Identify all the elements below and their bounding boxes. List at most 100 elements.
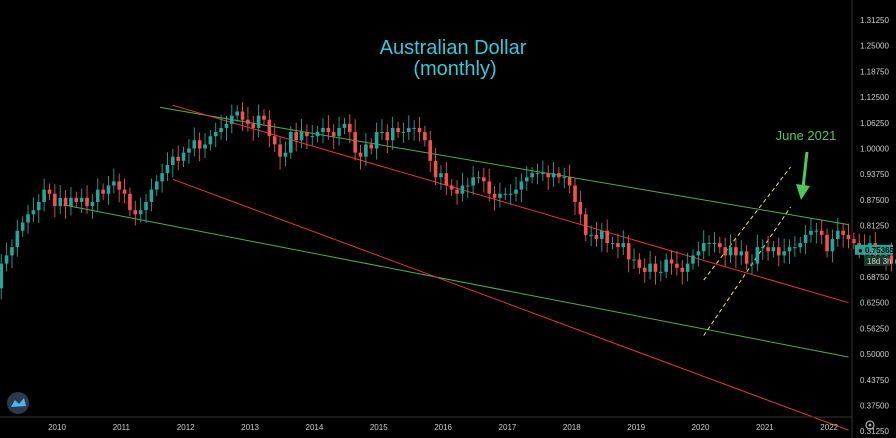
candle-body [465,185,470,187]
tradingview-logo-icon[interactable] [7,392,29,414]
y-tick-label: 1.25000 [860,42,889,51]
candle-body [524,177,529,182]
candle-body [519,181,524,190]
candle-body [337,127,341,137]
candle-body [460,185,465,194]
candle-body [74,197,79,202]
candle-body [262,115,266,120]
candle-body [230,115,234,124]
time-axis[interactable]: 2010 2011 2012 2013 2014 2015 2016 2017 2018 2019… [0,416,852,432]
candle-body [117,181,122,190]
candle-body [809,230,813,235]
candle-body [165,164,170,174]
x-tick-label: 2016 [434,423,452,432]
candle-body [428,140,433,161]
candle-body [530,173,534,178]
candle-body [669,259,674,264]
candle-body [299,132,304,141]
y-tick-label: 0.93750 [860,170,889,179]
candle-body [305,132,309,137]
candle-body [171,156,175,165]
candle-body [498,193,502,198]
candle-body [353,132,357,153]
candle-body [444,173,449,186]
countdown-label: 18d 3h [867,257,891,266]
candle-body [659,271,663,273]
candle-body [208,136,213,145]
candle-body [192,140,197,149]
candle-body [610,243,615,245]
candle-body [213,132,218,137]
settings-gear-icon[interactable] [865,420,875,430]
candle-body [825,234,829,252]
countdown-badge [864,255,890,266]
candle-body [508,193,513,195]
candle-body [482,177,486,182]
candle-body [235,111,239,116]
y-tick-label: 0.50000 [860,350,889,359]
candle-body [197,140,202,149]
candle-body [616,243,620,248]
candle-body [90,201,95,207]
candle-body [203,144,207,149]
candle-body [53,193,57,207]
candle-body [423,132,427,141]
candle-body [535,173,540,175]
candle-body [187,148,191,153]
candle-body [20,222,25,231]
june-2021-arrow-shaft [801,151,809,189]
x-tick-label: 2017 [499,423,517,432]
candle-body [648,263,652,272]
x-tick-label: 2010 [48,423,66,432]
candle-body [369,144,374,149]
candle-body [321,127,325,133]
x-tick-label: 2022 [820,423,838,432]
candle-body [755,247,760,264]
candle-body [326,127,331,133]
candle-body [144,201,148,211]
candle-body [551,173,556,178]
y-tick-label: 0.43750 [860,376,889,385]
candle-body [653,263,658,272]
overlay [796,151,810,200]
candle-body [36,201,41,211]
candle-body [128,193,132,211]
x-tick-label: 2011 [113,423,131,432]
y-tick-label: 0.81250 [860,222,889,231]
candle-body [680,267,685,272]
candle-body [841,230,845,235]
green-channel-lower [63,204,849,358]
candle-body [546,173,551,178]
candle-body [846,234,851,239]
candle-body [176,156,180,161]
candle-body [814,230,819,232]
candle-body [15,230,20,248]
candle-body [852,238,856,244]
candle-body [712,243,717,245]
candle-body [594,234,599,239]
candle-body [181,152,186,161]
candle-body [331,132,336,137]
candle-body [718,243,722,248]
candle-body [691,255,695,264]
candle-body [240,111,245,120]
candle-body [138,210,143,215]
candle-body [412,127,416,129]
candle-body [224,123,229,128]
candle-body [58,197,63,207]
candle-body [294,132,298,141]
x-tick-label: 2019 [627,423,645,432]
y-tick-label: 0.56250 [860,324,889,333]
candle-body [160,173,164,182]
candle-body [390,127,395,141]
price-axis[interactable]: 1.31250 1.25000 1.18750 1.12500 1.06250 1.000… [851,0,895,438]
candle-body [106,185,111,194]
y-tick-label: 1.12500 [860,93,889,102]
x-tick-label: 2014 [306,423,324,432]
candle-body [685,263,690,272]
candle-body [289,132,293,153]
candle-body [744,251,749,264]
candle-body [246,119,250,124]
y-tick-label: 0.68750 [860,273,889,282]
